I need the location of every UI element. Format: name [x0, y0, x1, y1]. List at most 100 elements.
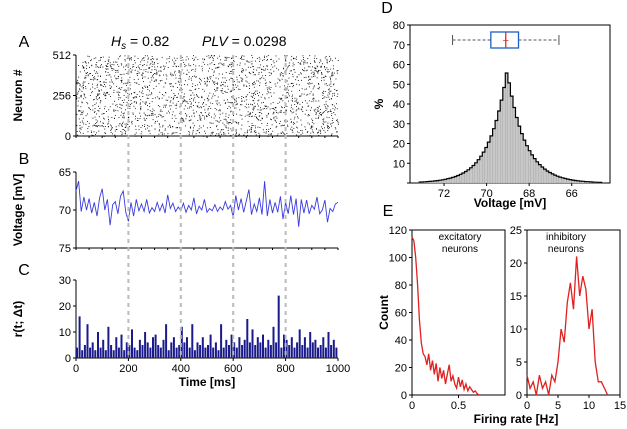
spike-marker: [321, 113, 322, 115]
spike-marker: [316, 70, 318, 72]
spike-marker: [219, 117, 220, 119]
spike-marker: [235, 121, 237, 123]
spike-marker: [301, 88, 303, 90]
spike-marker: [169, 105, 171, 107]
spike-marker: [145, 128, 146, 130]
spike-marker: [175, 127, 177, 129]
spike-marker: [244, 106, 246, 108]
y-tick-label: 0: [65, 131, 71, 143]
x-tick-label: 72: [438, 188, 450, 200]
rate-bar: [144, 332, 147, 358]
spike-marker: [152, 77, 154, 79]
spike-marker: [133, 66, 135, 68]
spike-marker: [185, 65, 187, 66]
spike-marker: [215, 83, 217, 84]
spike-marker: [280, 110, 282, 112]
spike-marker: [146, 97, 148, 99]
spike-marker: [300, 133, 302, 135]
spike-marker: [78, 97, 80, 99]
spike-marker: [110, 96, 111, 97]
spike-marker: [246, 86, 248, 87]
spike-marker: [112, 103, 114, 105]
spike-marker: [238, 134, 240, 136]
spike-marker: [334, 127, 336, 129]
spike-marker: [221, 129, 223, 131]
spike-marker: [182, 100, 184, 102]
spike-marker: [90, 130, 92, 132]
x-tick-label: 5: [555, 400, 561, 412]
spike-marker: [131, 69, 133, 71]
y-tick-label: 30: [393, 119, 405, 131]
spike-marker: [150, 71, 151, 73]
spike-marker: [268, 135, 270, 137]
spike-marker: [145, 103, 147, 105]
spike-marker: [109, 62, 111, 64]
spike-marker: [321, 77, 323, 79]
spike-marker: [82, 61, 84, 63]
spike-marker: [299, 103, 301, 105]
spike-marker: [253, 106, 255, 108]
spike-marker: [115, 109, 117, 111]
spike-marker: [154, 66, 156, 68]
spike-marker: [251, 131, 252, 133]
spike-marker: [188, 134, 190, 136]
spike-marker: [160, 70, 162, 72]
spike-marker: [152, 119, 154, 121]
spike-marker: [201, 95, 203, 97]
spike-marker: [191, 98, 193, 99]
spike-marker: [159, 114, 161, 116]
spike-marker: [81, 126, 83, 128]
spike-marker: [230, 73, 232, 74]
y-tick-label: 80: [393, 20, 405, 32]
spike-marker: [206, 127, 208, 129]
spike-marker: [144, 76, 146, 78]
spike-marker: [244, 63, 246, 65]
spike-marker: [327, 105, 329, 107]
spike-marker: [118, 88, 120, 89]
spike-marker: [209, 67, 210, 69]
spike-marker: [88, 126, 90, 128]
spike-marker: [172, 98, 174, 100]
spike-marker: [312, 126, 314, 128]
spike-marker: [125, 109, 126, 111]
spike-marker: [336, 131, 337, 133]
spike-marker: [313, 98, 315, 100]
spike-marker: [107, 92, 109, 93]
spike-marker: [151, 69, 153, 71]
spike-marker: [284, 107, 285, 109]
voltage-trace-line: [75, 180, 339, 227]
spike-marker: [101, 89, 102, 91]
spike-marker: [107, 63, 109, 64]
spike-marker: [317, 132, 318, 134]
spike-marker: [166, 112, 168, 114]
spike-marker: [286, 88, 288, 90]
spike-marker: [155, 85, 157, 87]
spike-marker: [117, 71, 119, 73]
spike-marker: [296, 76, 298, 78]
spike-marker: [323, 124, 324, 126]
x-tick-label: 0: [73, 363, 79, 375]
spike-marker: [125, 89, 127, 91]
spike-marker: [214, 81, 216, 83]
spike-marker: [326, 124, 328, 126]
spike-marker: [234, 99, 235, 101]
spike-marker: [197, 95, 199, 97]
spike-marker: [330, 83, 332, 85]
spike-marker: [249, 129, 250, 131]
spike-marker: [129, 59, 130, 61]
spike-marker: [212, 122, 214, 124]
spike-marker: [264, 105, 266, 107]
spike-marker: [123, 112, 125, 114]
spike-marker: [316, 128, 317, 130]
spike-marker: [85, 123, 87, 125]
spike-marker: [167, 67, 169, 68]
spike-marker: [151, 113, 153, 115]
spike-marker: [107, 116, 109, 118]
spike-marker: [282, 131, 283, 133]
spike-marker: [196, 130, 198, 132]
spike-marker: [215, 134, 216, 136]
spike-marker: [313, 100, 315, 102]
spike-marker: [126, 82, 128, 84]
spike-marker: [241, 104, 243, 106]
